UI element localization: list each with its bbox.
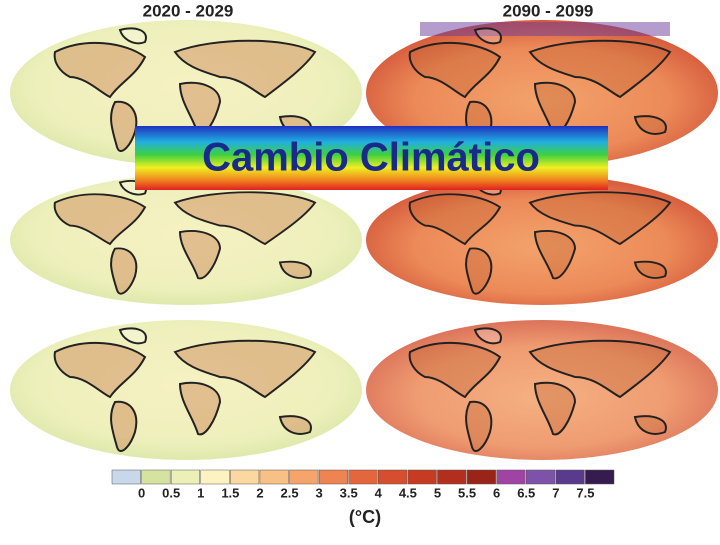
colorbar-label: 6: [493, 485, 500, 500]
colorbar-swatch: [170, 469, 201, 485]
colorbar-label: 5.5: [458, 485, 476, 500]
colorbar-swatch: [141, 469, 171, 485]
colorbar-label: 7: [552, 485, 559, 500]
banner: Cambio Climático: [135, 126, 608, 190]
colorbar-swatch: [230, 469, 260, 485]
colorbar-swatch: [525, 469, 556, 485]
colorbar-label: 2.5: [280, 485, 298, 500]
left-title: 2020 - 2029: [143, 1, 234, 20]
colorbar-swatch: [318, 469, 348, 485]
map-right-2: [366, 175, 718, 305]
right-title: 2090 - 2099: [503, 1, 594, 20]
colorbar-label: 1.5: [221, 485, 239, 500]
colorbar-label: 4.5: [399, 485, 417, 500]
colorbar-label: 3.5: [340, 485, 358, 500]
colorbar-swatch: [466, 469, 496, 485]
colorbar-swatch: [289, 469, 319, 485]
colorbar-swatch: [200, 469, 230, 485]
colorbar-unit: (°C): [349, 507, 381, 527]
colorbar-swatch: [407, 469, 437, 485]
banner-title: Cambio Climático: [202, 136, 540, 180]
colorbar-label: 2: [256, 485, 263, 500]
map-right-3: [366, 320, 718, 460]
colorbar-swatch: [496, 469, 526, 485]
colorbar-swatch: [585, 469, 615, 485]
colorbar: 0 0.5 1 1.5 2 2.5 3 3.5 4 4.5 5 5.5 6 6.5 7 7.5: [111, 469, 615, 500]
colorbar-label: 5: [434, 485, 441, 500]
colorbar-label: 0: [138, 485, 145, 500]
map-left-2: [10, 175, 362, 305]
colorbar-label: 6.5: [517, 485, 535, 500]
colorbar-label: 7.5: [576, 485, 594, 500]
colorbar-swatch: [555, 469, 585, 485]
colorbar-label: 0.5: [162, 485, 180, 500]
colorbar-swatch: [437, 469, 467, 485]
colorbar-swatch: [259, 469, 289, 485]
colorbar-label: 1: [197, 485, 204, 500]
colorbar-swatch: [348, 469, 378, 485]
colorbar-label: 3: [316, 485, 323, 500]
colorbar-label: 4: [375, 485, 383, 500]
colorbar-swatch: [111, 469, 141, 485]
colorbar-swatch: [378, 469, 408, 485]
map-left-3: [10, 320, 362, 460]
